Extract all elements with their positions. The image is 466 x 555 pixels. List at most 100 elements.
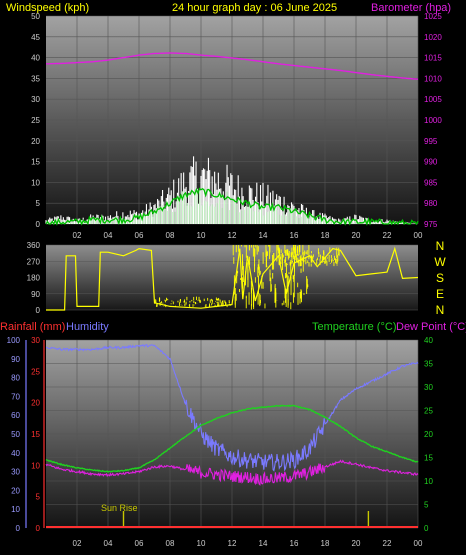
temperature-tick-label: 30	[424, 383, 433, 392]
barometer-line	[46, 52, 419, 80]
wind-direction-line	[46, 246, 419, 311]
climate-x-tick-label: 04	[104, 539, 113, 548]
wind-x-tick-label: 18	[321, 231, 330, 240]
humidity-tick-label: 50	[11, 430, 20, 439]
barometer-tick-label: 990	[424, 158, 438, 167]
wind-x-tick-label: 08	[166, 231, 175, 240]
rainfall-tick-label: 15	[31, 430, 40, 439]
graph-title: 24 hour graph day : 06 June 2025	[172, 2, 337, 14]
humidity-tick-label: 10	[11, 505, 20, 514]
wind-tick-label: 20	[31, 137, 40, 146]
wind-tick-label: 30	[31, 95, 40, 104]
barometer-tick-label: 1000	[424, 116, 442, 125]
wind-x-tick-label: 06	[135, 231, 144, 240]
wind-tick-label: 25	[31, 116, 40, 125]
temperature-tick-label: 5	[424, 501, 429, 510]
humidity-tick-label: 60	[11, 411, 20, 420]
wind-x-tick-label: 12	[228, 231, 237, 240]
barometer-tick-label: 985	[424, 178, 438, 187]
wind-direction-series	[46, 245, 419, 311]
rainfall-axis-title: Rainfall (mm)	[0, 321, 65, 333]
climate-x-tick-label: 10	[197, 539, 206, 548]
compass-label: N	[436, 239, 445, 253]
wind-x-tick-label: 00	[414, 231, 423, 240]
barometer-tick-label: 1005	[424, 95, 442, 104]
compass-label: W	[434, 255, 446, 269]
wind-tick-label: 0	[36, 220, 41, 229]
humidity-tick-label: 100	[7, 336, 21, 345]
wind-x-tick-label: 02	[73, 231, 82, 240]
wind-tick-label: 10	[31, 178, 40, 187]
temperature-tick-label: 15	[424, 454, 433, 463]
temperature-tick-label: 10	[424, 477, 433, 486]
temperature-axis-title: Temperature (°C)	[312, 321, 396, 333]
direction-tick-label: 180	[27, 274, 41, 283]
dewpoint-line	[45, 459, 419, 486]
sunrise-label: Sun Rise	[101, 503, 138, 513]
humidity-tick-label: 80	[11, 374, 20, 383]
climate-x-tick-label: 20	[352, 539, 361, 548]
wind-tick-label: 40	[31, 54, 40, 63]
humidity-tick-label: 70	[11, 392, 20, 401]
climate-x-tick-label: 18	[321, 539, 330, 548]
wind-x-tick-label: 04	[104, 231, 113, 240]
climate-x-tick-label: 02	[73, 539, 82, 548]
humidity-tick-label: 0	[16, 524, 21, 533]
temperature-line	[45, 404, 419, 473]
wind-tick-label: 45	[31, 33, 40, 42]
compass-label: E	[436, 287, 444, 301]
rainfall-tick-label: 5	[36, 493, 41, 502]
climate-x-tick-label: 00	[414, 539, 423, 548]
temperature-tick-label: 0	[424, 524, 429, 533]
humidity-tick-label: 20	[11, 486, 20, 495]
humidity-axis-title: Humidity	[66, 321, 109, 333]
wind-tick-label: 15	[31, 158, 40, 167]
climate-x-tick-label: 06	[135, 539, 144, 548]
direction-tick-label: 0	[36, 306, 41, 315]
compass-label: N	[436, 303, 445, 317]
direction-tick-label: 90	[31, 290, 40, 299]
temperature-tick-label: 40	[424, 336, 433, 345]
direction-tick-label: 360	[27, 241, 41, 250]
climate-x-tick-label: 14	[259, 539, 268, 548]
humidity-tick-label: 90	[11, 355, 20, 364]
wind-x-tick-label: 16	[290, 231, 299, 240]
rainfall-tick-label: 10	[31, 461, 40, 470]
wind-tick-label: 5	[36, 199, 41, 208]
dewpoint-axis-title: Dew Point (°C)	[396, 321, 466, 333]
wind-x-tick-label: 20	[352, 231, 361, 240]
wind-tick-label: 35	[31, 74, 40, 83]
wind-tick-label: 50	[31, 12, 40, 21]
compass-label: S	[436, 271, 444, 285]
temperature-tick-label: 20	[424, 430, 433, 439]
humidity-line	[45, 343, 419, 472]
temperature-tick-label: 35	[424, 360, 433, 369]
rainfall-tick-label: 30	[31, 336, 40, 345]
climate-x-tick-label: 12	[228, 539, 237, 548]
climate-x-tick-label: 08	[166, 539, 175, 548]
barometer-tick-label: 1010	[424, 74, 442, 83]
wind-x-tick-label: 14	[259, 231, 268, 240]
barometer-tick-label: 980	[424, 199, 438, 208]
humidity-tick-label: 30	[11, 468, 20, 477]
barometer-tick-label: 975	[424, 220, 438, 229]
barometer-tick-label: 995	[424, 137, 438, 146]
barometer-tick-label: 1020	[424, 33, 442, 42]
climate-x-tick-label: 22	[383, 539, 392, 548]
windspeed-axis-title: Windspeed (kph)	[6, 2, 89, 14]
barometer-axis-title: Barometer (hpa)	[371, 2, 451, 14]
climate-x-tick-label: 16	[290, 539, 299, 548]
wind-x-tick-label: 10	[197, 231, 206, 240]
barometer-tick-label: 1025	[424, 12, 442, 21]
temperature-tick-label: 25	[424, 407, 433, 416]
rainfall-tick-label: 25	[31, 367, 40, 376]
rainfall-tick-label: 20	[31, 399, 40, 408]
barometer-tick-label: 1015	[424, 54, 442, 63]
windspeed-average-line	[45, 187, 419, 227]
wind-x-tick-label: 22	[383, 231, 392, 240]
windspeed-lulls	[47, 190, 417, 224]
direction-tick-label: 270	[27, 257, 41, 266]
humidity-tick-label: 40	[11, 449, 20, 458]
